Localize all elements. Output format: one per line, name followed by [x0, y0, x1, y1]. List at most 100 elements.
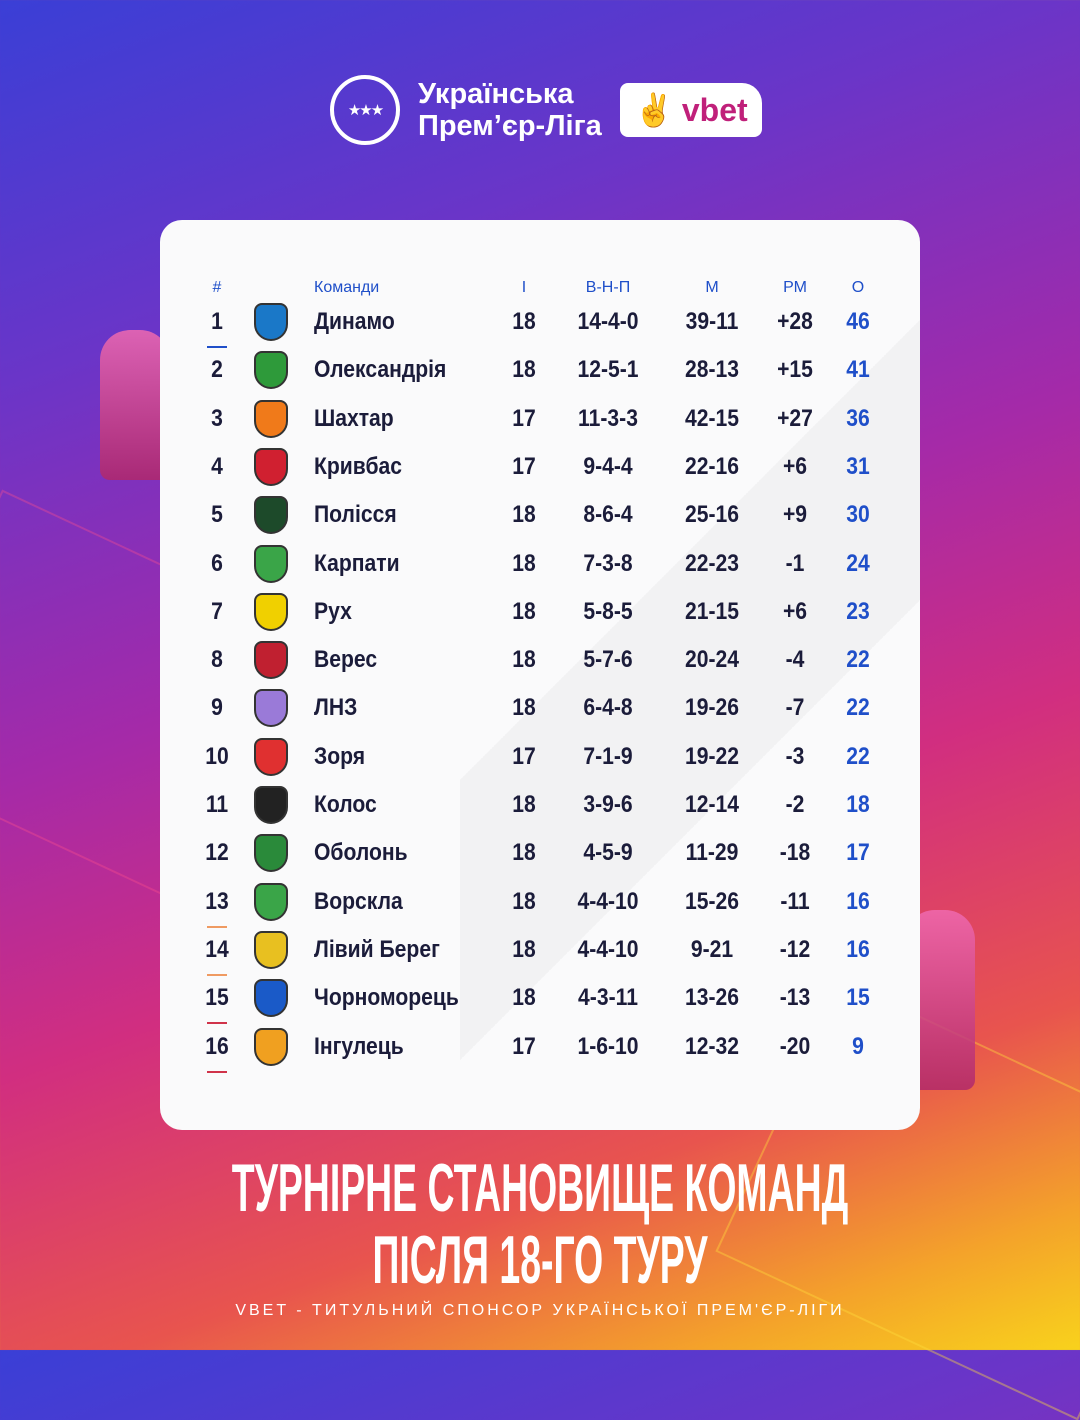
cell-wdl: 8-6-4 [583, 501, 633, 529]
cell-goals: 22-16 [684, 452, 740, 480]
cell-rank: 7 [211, 597, 223, 625]
cell-wdl: 3-9-6 [583, 791, 633, 818]
cell-wdl: 5-8-5 [583, 597, 633, 625]
cell-wdl: 4-5-9 [583, 839, 633, 867]
cell-team: Динамо [314, 308, 395, 335]
cell-rank: 5 [211, 501, 223, 529]
table-row: 1 18 14-4-0 39-11 +28 46 Динамо [160, 303, 920, 352]
table-row: 3 17 11-3-3 42-15 +27 36 Шахтар [160, 399, 920, 449]
cell-wdl: 5-7-6 [583, 646, 633, 674]
cell-diff: -1 [785, 549, 805, 577]
cell-goals: 25-16 [684, 501, 740, 529]
table-row: 2 18 12-5-1 28-13 +15 41 Олександрія [160, 351, 920, 400]
cell-goals: 12-32 [684, 1032, 740, 1060]
team-logo-icon [254, 399, 288, 438]
cell-points: 41 [846, 356, 870, 384]
cell-played: 18 [512, 839, 536, 867]
zone-indicator [207, 346, 227, 348]
team-logo-icon [254, 930, 288, 969]
team-logo-icon [254, 351, 288, 390]
cell-played: 18 [512, 646, 536, 674]
cell-points: 17 [846, 839, 870, 867]
cell-points: 22 [846, 742, 870, 770]
team-logo-icon [254, 737, 288, 776]
table-row: 7 18 5-8-5 21-15 +6 23 Рух [160, 592, 920, 642]
cell-team: Олександрія [314, 356, 447, 384]
league-name-line1: Українська [418, 78, 574, 110]
cell-goals: 21-15 [684, 597, 740, 625]
header-rank: # [212, 279, 222, 296]
cell-team: Полісся [314, 501, 397, 529]
cell-diff: -18 [779, 839, 811, 867]
cell-rank: 6 [211, 549, 223, 577]
cell-played: 18 [512, 501, 536, 529]
footer-text: VBET - ТИТУЛЬНИЙ СПОНСОР УКРАЇНСЬКОЇ ПРЕ… [235, 1302, 845, 1319]
team-logo-icon [254, 834, 288, 873]
cell-rank: 4 [211, 452, 223, 480]
cell-wdl: 1-6-10 [577, 1032, 639, 1060]
cell-team: Лівий Берег [314, 935, 440, 963]
sponsor-logo: ✌ vbet [619, 83, 762, 137]
standings-table: # Команди І В-Н-П М РМ О 1 18 14-4-0 39-11 +… [160, 220, 920, 1130]
table-row: 12 18 4-5-9 11-29 -18 17 Оболонь [160, 834, 920, 883]
cell-diff: +28 [777, 308, 813, 335]
cell-team: Карпати [314, 549, 400, 577]
cell-wdl: 4-4-10 [577, 887, 639, 915]
cell-team: Оболонь [314, 839, 408, 867]
cell-wdl: 7-3-8 [583, 549, 633, 577]
cell-wdl: 4-3-11 [578, 984, 638, 1012]
cell-goals: 19-22 [684, 742, 740, 770]
league-name-line2: Прем’єр-Ліга [418, 110, 602, 142]
zone-indicator [207, 973, 227, 976]
cell-points: 46 [846, 308, 870, 335]
cell-rank: 10 [205, 742, 229, 770]
cell-team: Шахтар [314, 404, 394, 432]
cell-team: Зоря [314, 742, 366, 770]
cell-rank: 3 [211, 404, 223, 432]
team-logo-icon [254, 641, 288, 680]
cell-played: 17 [512, 404, 536, 432]
cell-played: 18 [512, 984, 536, 1012]
cell-points: 15 [846, 984, 870, 1012]
cell-goals: 12-14 [684, 791, 740, 818]
cell-goals: 15-26 [684, 887, 740, 915]
cell-diff: +6 [782, 597, 808, 625]
cell-rank: 16 [205, 1032, 229, 1060]
title-line1: ТУРНІРНЕ СТАНОВИЩЕ КОМАНД [231, 1150, 849, 1226]
cell-rank: 8 [211, 646, 223, 674]
cell-points: 30 [846, 501, 870, 529]
cell-played: 17 [512, 1032, 536, 1060]
header-goals: М [705, 279, 719, 296]
cell-team: Рух [314, 597, 352, 625]
cell-points: 24 [846, 549, 870, 577]
cell-wdl: 14-4-0 [577, 308, 639, 335]
cell-wdl: 11-3-3 [578, 404, 638, 432]
table-row: 13 18 4-4-10 15-26 -11 16 Ворскла [160, 882, 920, 932]
cell-points: 23 [846, 597, 870, 625]
cell-team: Ворскла [314, 887, 403, 915]
cell-goals: 11-29 [685, 839, 739, 867]
team-logo-icon [254, 786, 288, 824]
zone-indicator [207, 1022, 227, 1025]
cell-points: 16 [846, 935, 870, 963]
cell-rank: 12 [205, 839, 229, 867]
cell-rank: 15 [205, 984, 229, 1012]
cell-diff: +6 [782, 452, 808, 480]
cell-goals: 9-21 [690, 935, 734, 963]
cell-diff: -13 [779, 984, 811, 1012]
cell-points: 22 [846, 646, 870, 674]
cell-played: 18 [512, 694, 536, 722]
table-row: 4 17 9-4-4 22-16 +6 31 Кривбас [160, 447, 920, 497]
header-team: Команди [314, 279, 380, 296]
cell-goals: 39-11 [685, 308, 739, 335]
cell-played: 18 [512, 935, 536, 963]
cell-played: 18 [512, 308, 536, 335]
cell-rank: 1 [211, 308, 223, 335]
cell-diff: -20 [779, 1032, 811, 1060]
cell-wdl: 4-4-10 [577, 935, 639, 963]
cell-goals: 28-13 [684, 356, 740, 384]
cell-points: 31 [846, 452, 870, 480]
table-row: 16 17 1-6-10 12-32 -20 9 Інгулець [160, 1027, 920, 1077]
team-logo-icon [254, 592, 288, 631]
cell-points: 16 [846, 887, 870, 915]
